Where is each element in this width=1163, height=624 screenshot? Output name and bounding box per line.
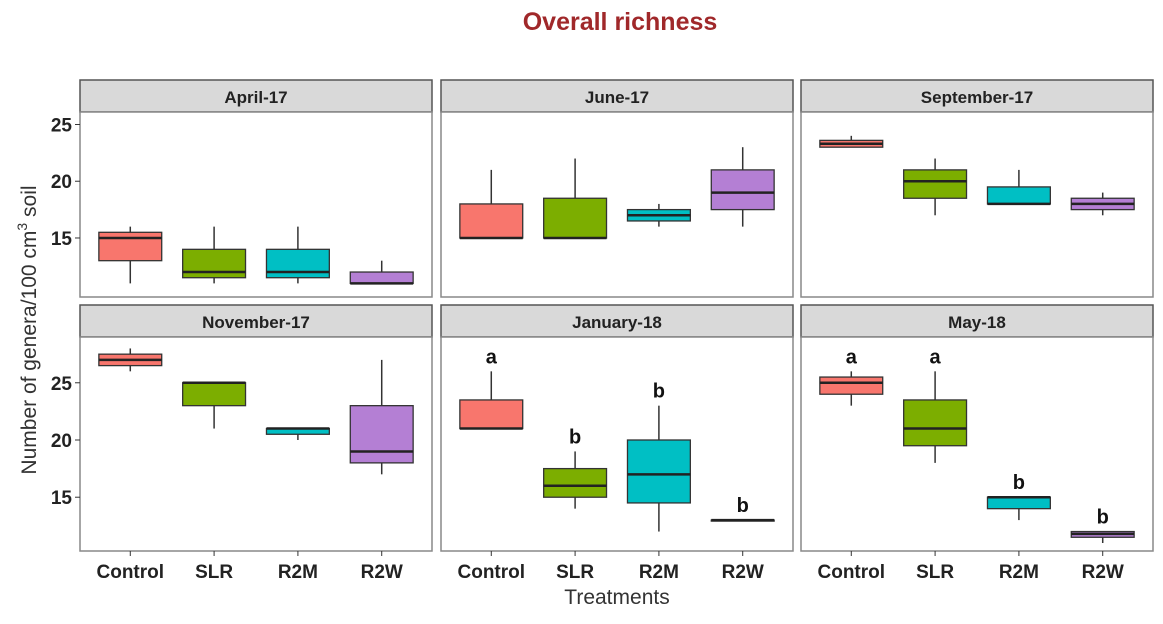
panel-background (79, 111, 433, 298)
x-tick-label: R2M (999, 562, 1039, 583)
x-tick-label: Control (97, 562, 165, 583)
facet-strip (440, 304, 794, 338)
x-axis-label: Treatments (564, 586, 669, 609)
y-tick-label: 20 (51, 431, 72, 452)
box-slr (182, 226, 247, 284)
box-control: a (459, 346, 524, 430)
significance-letter: b (653, 381, 665, 403)
significance-letter: b (737, 495, 749, 517)
y-tick-label: 25 (51, 115, 73, 136)
y-axis-label-main: Number of genera/100 cm (18, 231, 41, 475)
box-iqr (819, 376, 884, 395)
facet-panel-may-18: May-18 a Control a SLR b R2M b R2W (800, 304, 1154, 583)
x-tick-label: Control (818, 562, 886, 583)
facet-panel-september-17: September-17 (800, 79, 1154, 298)
y-tick-label: 25 (51, 374, 73, 395)
facet-panel-april-17: April-17 15 20 25 (51, 79, 433, 298)
facet-strip (79, 79, 433, 113)
significance-letter: a (846, 346, 858, 368)
significance-letter: b (1097, 507, 1109, 529)
box-iqr (626, 439, 691, 504)
box-slr: b (543, 426, 608, 509)
facet-strip-label: September-17 (921, 88, 1033, 107)
y-tick-label: 15 (51, 488, 73, 509)
y-axis-label: Number of genera/100 cm3 soil (14, 185, 41, 474)
y-axis-label-sup: 3 (14, 223, 30, 231)
facet-strip-label: November-17 (202, 313, 310, 332)
box-r2w (349, 359, 414, 475)
box-iqr (459, 399, 524, 430)
box-iqr (182, 248, 247, 279)
box-iqr (903, 169, 968, 199)
x-tick-label: R2W (722, 562, 764, 583)
box-r2m (265, 427, 330, 440)
box-r2w (1070, 192, 1135, 216)
facet-panel-november-17: November-17 15 20 25 Control SLR R2M R2W (51, 304, 433, 583)
y-axis-label-tail: soil (18, 185, 41, 222)
x-tick-label: SLR (916, 562, 954, 583)
y-tick-label: 15 (51, 229, 73, 250)
x-tick-label: R2M (278, 562, 318, 583)
box-iqr (710, 169, 775, 211)
facet-strip-label: January-18 (572, 313, 662, 332)
significance-letter: a (930, 346, 942, 368)
significance-letter: a (486, 346, 498, 368)
facet-panel-june-17: June-17 (440, 79, 794, 298)
panel-background (440, 336, 794, 552)
facet-strip-label: April-17 (224, 88, 287, 107)
box-iqr (349, 405, 414, 464)
box-r2m: b (626, 381, 691, 532)
significance-letter: b (1013, 472, 1025, 494)
facet-panel-january-18: January-18 a Control b SLR b R2M b R2W (440, 304, 794, 583)
box-r2m: b (986, 472, 1051, 521)
box-r2w: b (1070, 507, 1135, 543)
box-iqr (349, 271, 414, 285)
x-tick-label: R2W (361, 562, 403, 583)
y-tick-label: 20 (51, 172, 72, 193)
chart-title: Overall richness (523, 8, 718, 36)
box-control (819, 135, 884, 148)
box-slr: a (903, 346, 968, 463)
x-tick-label: SLR (556, 562, 594, 583)
box-iqr (98, 231, 163, 262)
box-r2m (626, 203, 691, 227)
box-iqr (543, 467, 608, 498)
x-tick-label: SLR (195, 562, 233, 583)
box-slr (903, 158, 968, 216)
facet-strip (800, 304, 1154, 338)
facet-strip-label: May-18 (948, 313, 1006, 332)
box-r2w (349, 260, 414, 285)
box-r2m (986, 169, 1051, 206)
box-slr (543, 158, 608, 240)
facet-strip-label: June-17 (585, 88, 649, 107)
box-iqr (903, 399, 968, 447)
significance-letter: b (569, 426, 581, 448)
box-slr (182, 381, 247, 429)
box-iqr (182, 382, 247, 407)
facet-strip (79, 304, 433, 338)
x-tick-label: R2M (639, 562, 679, 583)
box-iqr (986, 186, 1051, 205)
box-iqr (459, 203, 524, 239)
x-tick-label: R2W (1082, 562, 1124, 583)
panel-background (800, 336, 1154, 552)
box-control (98, 348, 163, 372)
box-r2w: b (710, 495, 775, 522)
x-tick-label: Control (458, 562, 526, 583)
box-iqr (265, 248, 330, 279)
facet-strip (800, 79, 1154, 113)
box-control: a (819, 346, 884, 406)
box-control (459, 169, 524, 240)
box-r2m (265, 226, 330, 284)
box-iqr (543, 197, 608, 239)
box-iqr (986, 496, 1051, 510)
box-r2w (710, 147, 775, 227)
box-control (98, 226, 163, 284)
facet-strip (440, 79, 794, 113)
